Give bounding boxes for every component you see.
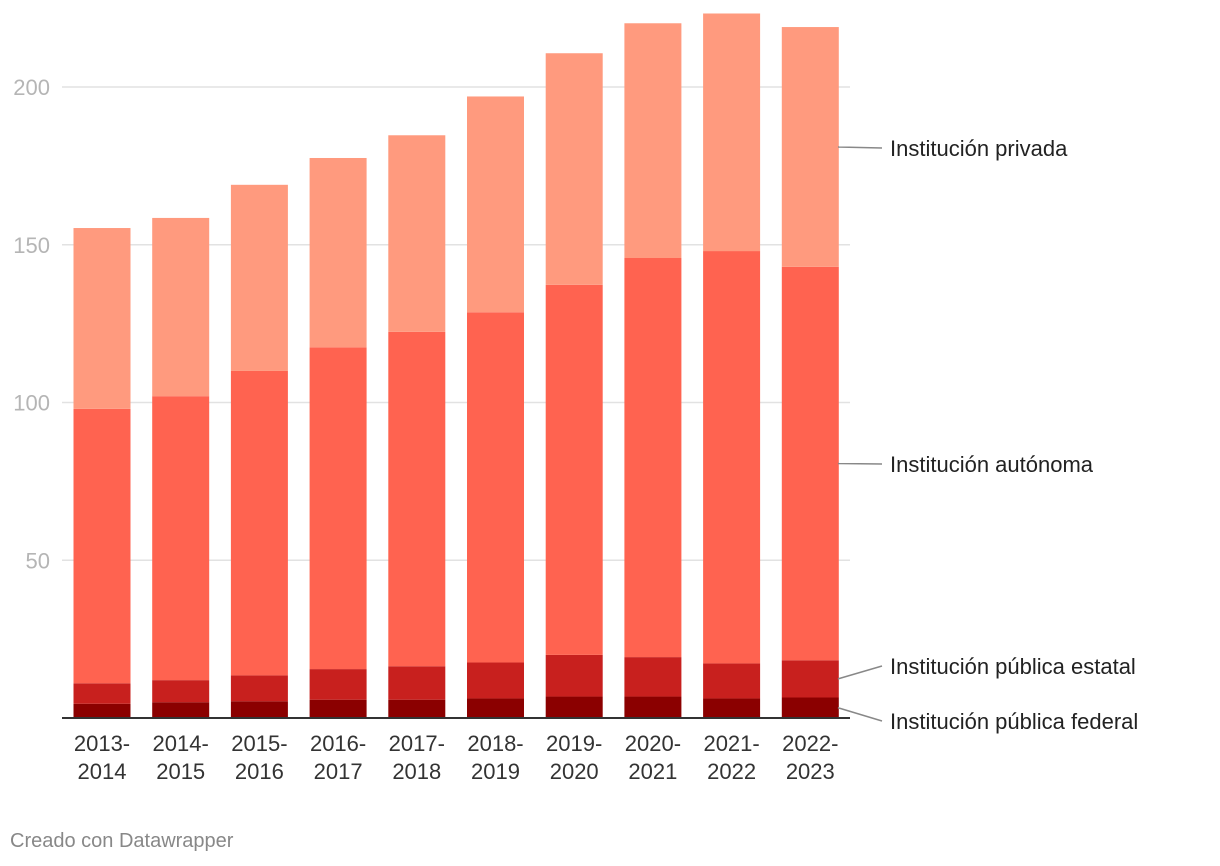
legend-label: Institución autónoma [890, 452, 1094, 477]
bar-segment-institución-pública-estatal [624, 657, 682, 697]
credit-text: Creado con Datawrapper [10, 830, 234, 852]
bar-stack [624, 23, 682, 718]
bar-segment-institución-pública-federal [309, 699, 367, 718]
bar-segment-institución-pública-estatal [703, 663, 761, 699]
x-tick-label: 2019 [471, 759, 520, 784]
bar-segment-institución-privada [388, 135, 446, 332]
legend: Institución pública federal Institución p… [837, 136, 1138, 734]
bar-segment-institución-pública-federal [703, 698, 761, 718]
y-tick-label: 200 [13, 75, 50, 100]
y-tick-label: 50 [26, 548, 50, 573]
x-tick-label: 2013- [74, 731, 130, 756]
bar-segment-institución-pública-federal [467, 698, 524, 718]
bar-segment-institución-privada [73, 228, 131, 409]
bar-segment-institución-privada [545, 53, 603, 285]
bar-segment-institución-autónoma [73, 408, 131, 684]
x-tick-label: 2016- [310, 731, 366, 756]
x-tick-label: 2022 [707, 759, 756, 784]
x-tick-label: 2020- [625, 731, 681, 756]
bar-stack [73, 228, 131, 718]
legend-leader-line [837, 146, 883, 149]
bar-segment-institución-pública-estatal [388, 666, 446, 700]
legend-label: Institución pública federal [890, 709, 1138, 734]
x-tick-label: 2017 [314, 759, 363, 784]
bar-segment-institución-pública-federal [388, 699, 446, 718]
bar-stack [467, 96, 524, 718]
bar-stack [545, 53, 603, 718]
bar-segment-institución-autónoma [230, 370, 288, 676]
bar-segment-institución-privada [230, 184, 288, 371]
x-tick-label: 2018- [467, 731, 523, 756]
bar-segment-institución-pública-estatal [467, 662, 524, 699]
bar-segment-institución-privada [309, 157, 367, 348]
x-tick-label: 2021 [628, 759, 677, 784]
bar-segment-institución-pública-federal [781, 697, 839, 718]
bar-stacks [73, 13, 839, 718]
bar-segment-institución-pública-estatal [309, 669, 367, 700]
bar-stack [230, 184, 288, 718]
x-tick-label: 2022- [782, 731, 838, 756]
bar-stack [781, 27, 839, 718]
bar-segment-institución-privada [781, 27, 839, 267]
bar-stack [152, 217, 210, 718]
y-tick-label: 100 [13, 391, 50, 416]
x-tick-label: 2020 [550, 759, 599, 784]
bar-segment-institución-pública-federal [152, 702, 210, 718]
x-tick-label: 2015- [231, 731, 287, 756]
bar-segment-institución-pública-federal [230, 701, 288, 718]
x-tick-label: 2015 [156, 759, 205, 784]
bar-segment-institución-autónoma [388, 331, 446, 667]
bar-stack [703, 13, 761, 718]
legend-label: Institución pública estatal [890, 654, 1136, 679]
bar-segment-institución-pública-federal [624, 696, 682, 718]
legend-leader-line [837, 665, 883, 680]
x-tick-label: 2021- [703, 731, 759, 756]
x-tick-label: 2014- [153, 731, 209, 756]
x-tick-label: 2023 [786, 759, 835, 784]
bar-segment-institución-pública-federal [545, 696, 603, 718]
legend-leader-line [837, 706, 883, 722]
x-tick-label: 2016 [235, 759, 284, 784]
bar-stack [309, 157, 367, 718]
bar-segment-institución-autónoma [703, 251, 761, 664]
bar-segment-institución-pública-estatal [781, 660, 839, 698]
bar-segment-institución-autónoma [467, 312, 524, 663]
y-tick-label: 150 [13, 233, 50, 258]
x-tick-label: 2018 [392, 759, 441, 784]
bar-segment-institución-pública-estatal [152, 680, 210, 703]
bar-segment-institución-privada [152, 217, 210, 397]
legend-label: Institución privada [890, 136, 1068, 161]
bar-segment-institución-privada [624, 23, 682, 259]
bar-segment-institución-pública-estatal [545, 654, 603, 697]
bar-segment-institución-autónoma [152, 396, 210, 681]
bar-segment-institución-autónoma [309, 347, 367, 670]
bar-segment-institución-privada [703, 13, 761, 252]
x-tick-label: 2014 [78, 759, 127, 784]
bar-stack [388, 135, 446, 718]
bar-segment-institución-autónoma [624, 258, 682, 658]
bar-segment-institución-autónoma [545, 284, 603, 655]
x-axis-labels: 2013- 2014 2014- 2015 2015- 2016 2016- 2017 2017… [74, 731, 839, 784]
bar-segment-institución-pública-estatal [73, 683, 131, 704]
bar-segment-institución-pública-federal [73, 703, 131, 718]
bar-segment-institución-autónoma [781, 266, 839, 661]
bar-segment-institución-pública-estatal [230, 675, 288, 702]
x-tick-label: 2019- [546, 731, 602, 756]
bar-segment-institución-privada [467, 96, 524, 313]
x-tick-label: 2017- [389, 731, 445, 756]
